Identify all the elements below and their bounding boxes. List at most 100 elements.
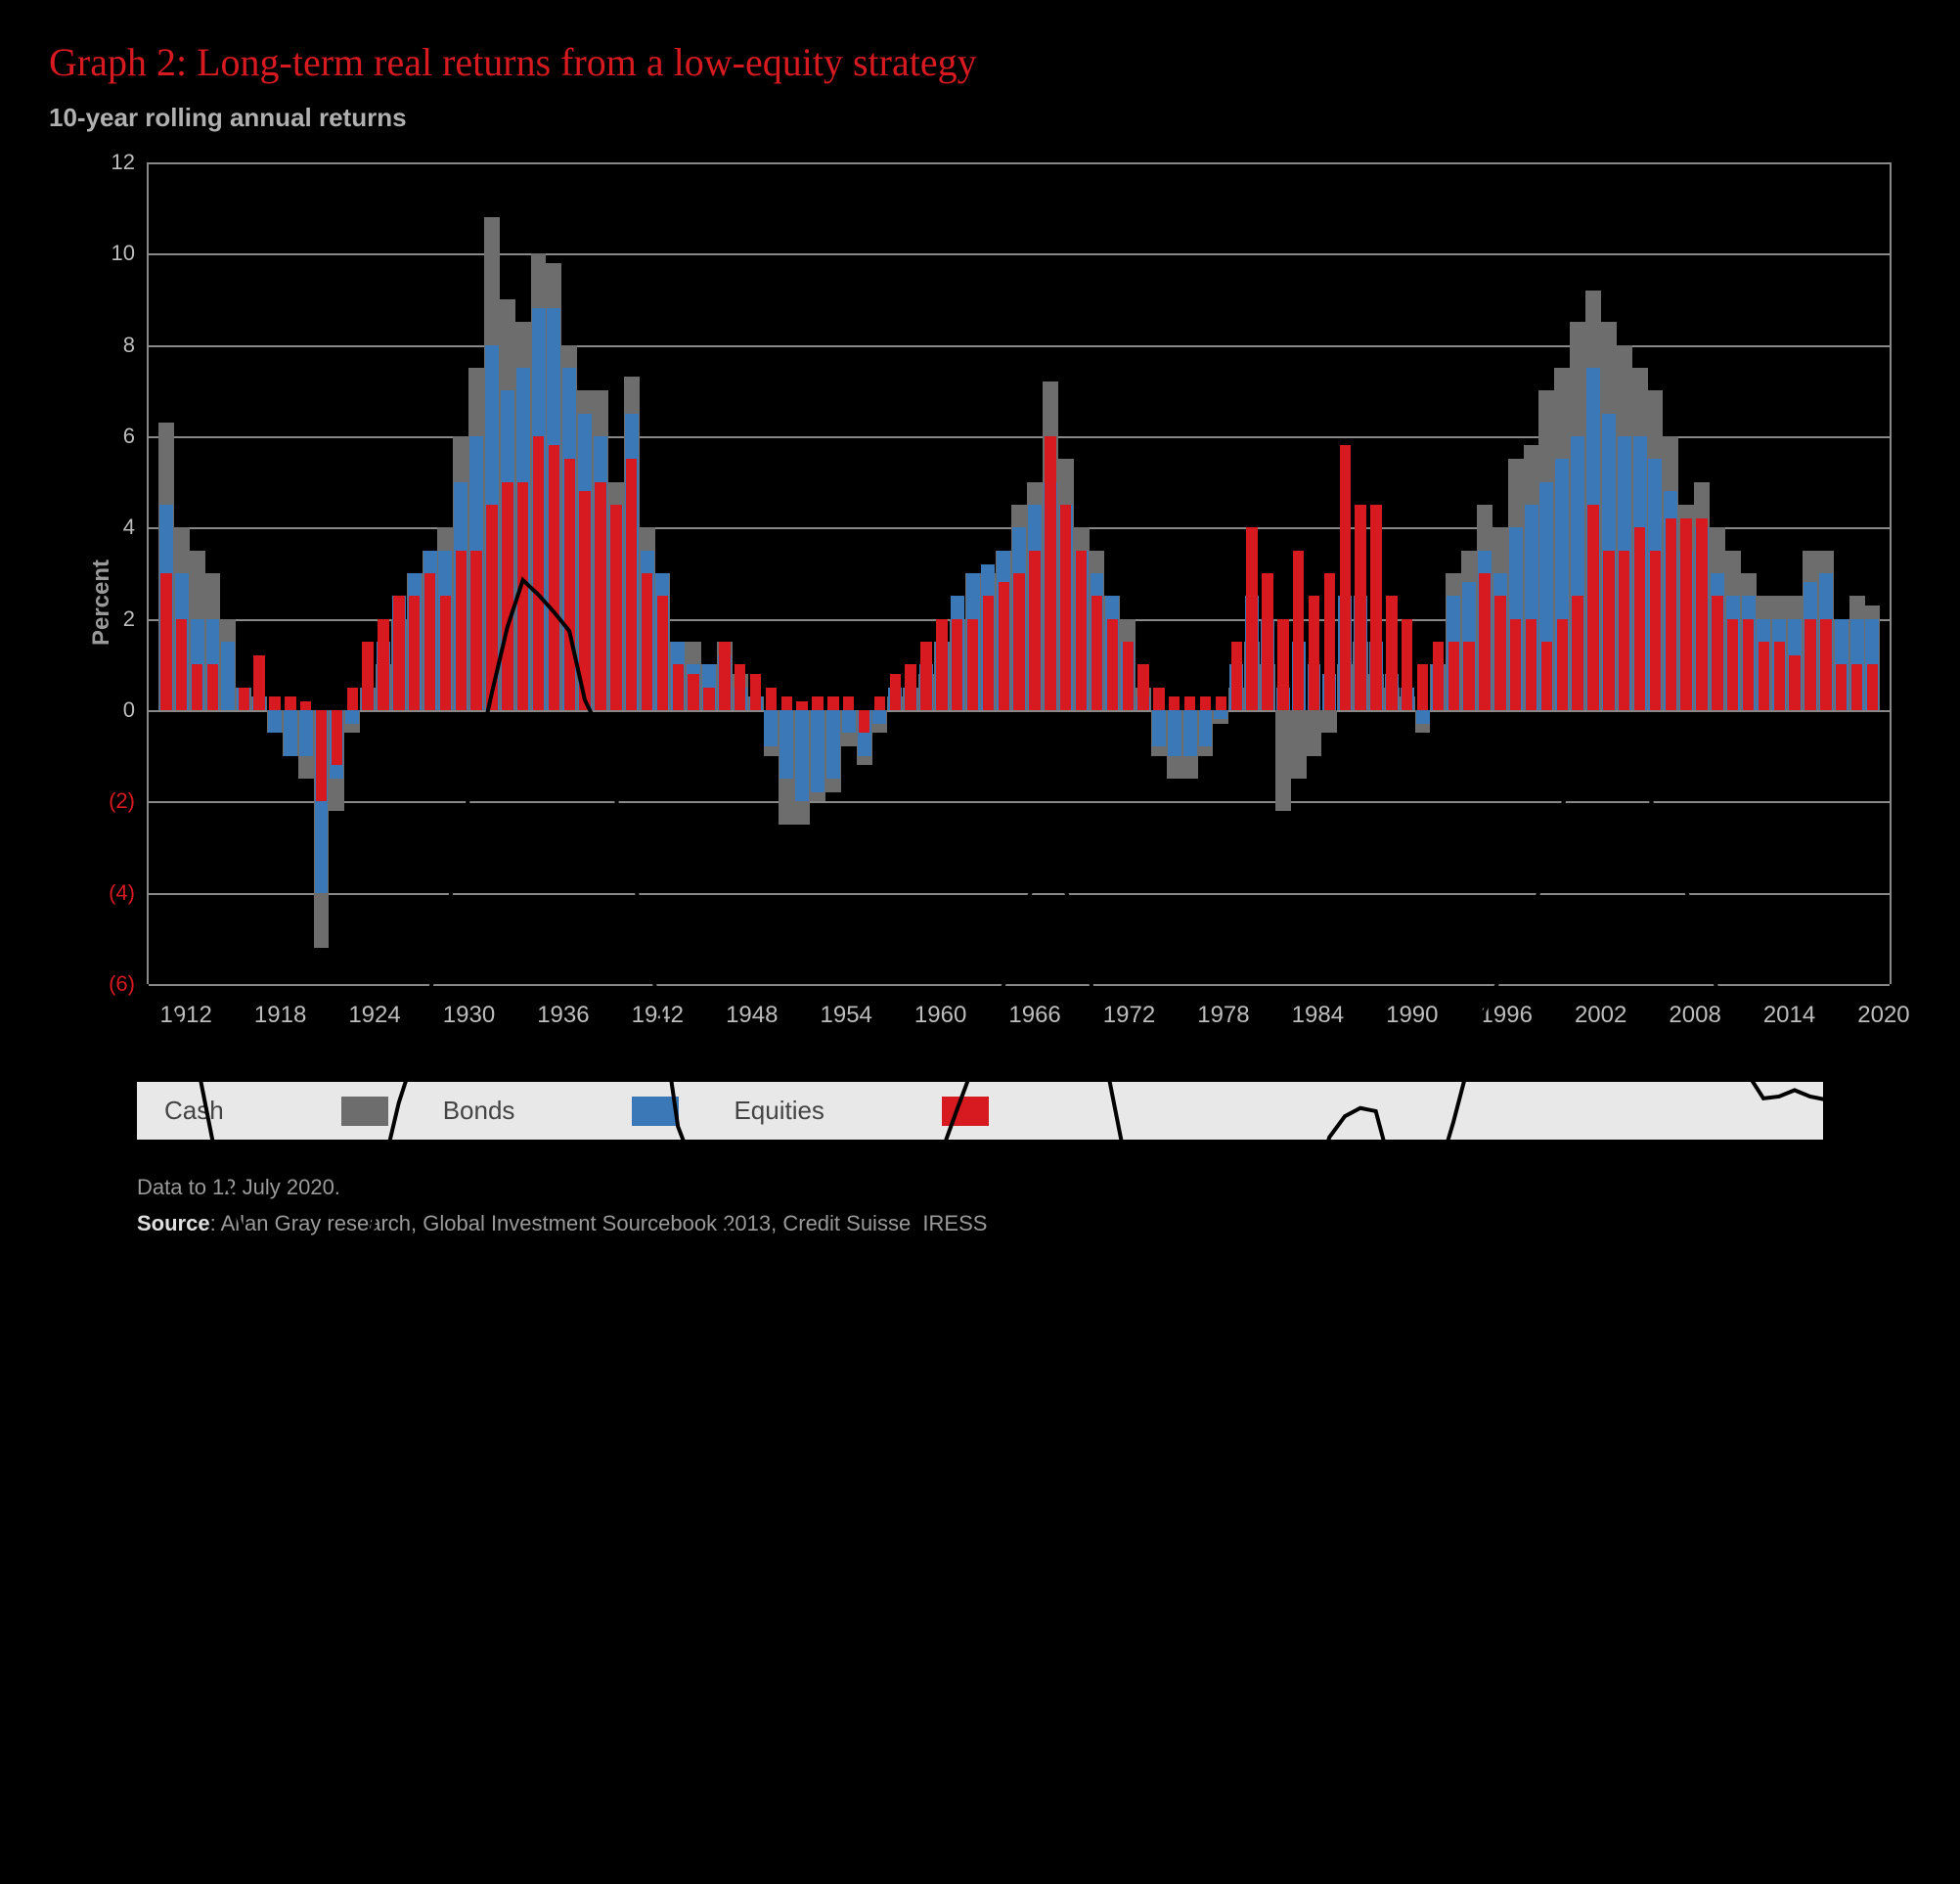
bar-equities bbox=[874, 696, 885, 710]
bar-equities bbox=[316, 710, 327, 801]
bar-equities bbox=[1634, 527, 1645, 710]
bar-equities bbox=[1091, 596, 1102, 710]
bar-equities bbox=[564, 459, 575, 710]
bar-group bbox=[1307, 162, 1322, 984]
bar-group bbox=[1757, 162, 1772, 984]
bar-group bbox=[1136, 162, 1151, 984]
y-tick-label: 12 bbox=[111, 150, 149, 175]
bar-equities bbox=[1572, 596, 1582, 710]
bar-group bbox=[1291, 162, 1307, 984]
x-tick-label: 1966 bbox=[1008, 1002, 1060, 1029]
bar-equities bbox=[1137, 664, 1148, 710]
bar-equities bbox=[1650, 551, 1661, 710]
bar-equities bbox=[409, 596, 420, 710]
legend-item: Cash bbox=[137, 1082, 416, 1140]
bar-group bbox=[670, 162, 686, 984]
bar-equities bbox=[859, 710, 869, 733]
bar-group bbox=[950, 162, 965, 984]
bar-group bbox=[236, 162, 251, 984]
bar-equities bbox=[502, 482, 512, 710]
x-tick-label: 1912 bbox=[159, 1002, 211, 1029]
bar-equities bbox=[1820, 619, 1831, 710]
bar-equities bbox=[533, 436, 544, 710]
bar-equities bbox=[1727, 619, 1738, 710]
bar-equities bbox=[285, 696, 295, 710]
bar-group bbox=[1585, 162, 1601, 984]
x-tick-label: 1936 bbox=[537, 1002, 589, 1029]
bar-equities bbox=[239, 688, 249, 710]
bar-group bbox=[251, 162, 267, 984]
bar-group bbox=[1182, 162, 1198, 984]
bar-equities bbox=[1340, 445, 1351, 710]
bar-group bbox=[1554, 162, 1570, 984]
legend-label: Bonds bbox=[443, 1096, 515, 1126]
bar-equities bbox=[1696, 518, 1707, 710]
bar-equities bbox=[1789, 655, 1800, 710]
bar-equities bbox=[1153, 688, 1164, 710]
bar-equities bbox=[610, 505, 621, 710]
bar-group bbox=[344, 162, 360, 984]
bar-group bbox=[748, 162, 764, 984]
bar-equities bbox=[1200, 696, 1211, 710]
bar-group bbox=[794, 162, 810, 984]
bar-equities bbox=[781, 696, 792, 710]
bar-equities bbox=[1309, 596, 1319, 710]
bar-group bbox=[329, 162, 344, 984]
bar-bonds bbox=[345, 710, 359, 724]
bars-layer bbox=[158, 162, 1880, 984]
y-tick-label: 4 bbox=[123, 515, 149, 540]
bar-group bbox=[1849, 162, 1865, 984]
x-tick-label: 2014 bbox=[1763, 1002, 1815, 1029]
bar-group bbox=[1353, 162, 1368, 984]
bar-equities bbox=[378, 619, 388, 710]
bar-equities bbox=[424, 573, 435, 710]
bar-equities bbox=[1231, 642, 1242, 710]
bar-equities bbox=[1370, 505, 1381, 710]
bar-equities bbox=[1324, 573, 1335, 710]
bar-equities bbox=[626, 459, 637, 710]
bar-group bbox=[1834, 162, 1849, 984]
bar-equities bbox=[1587, 505, 1598, 710]
bar-group bbox=[1400, 162, 1415, 984]
bar-equities bbox=[269, 696, 280, 710]
bar-group bbox=[577, 162, 593, 984]
bar-group bbox=[1648, 162, 1664, 984]
legend-item: Equities bbox=[706, 1082, 1016, 1140]
bar-equities bbox=[347, 688, 358, 710]
bar-equities bbox=[1867, 664, 1878, 710]
bar-equities bbox=[1277, 619, 1288, 710]
bar-equities bbox=[1169, 696, 1180, 710]
bar-equities bbox=[332, 710, 342, 765]
bar-equities bbox=[1619, 551, 1629, 710]
bar-equities bbox=[1541, 642, 1552, 710]
bar-group bbox=[1508, 162, 1524, 984]
bar-group bbox=[779, 162, 794, 984]
bar-equities bbox=[1417, 664, 1428, 710]
x-tick-label: 1948 bbox=[726, 1002, 778, 1029]
bar-cash bbox=[1275, 710, 1291, 811]
bar-group bbox=[1043, 162, 1058, 984]
bar-group bbox=[1632, 162, 1648, 984]
bar-bonds bbox=[1183, 710, 1197, 756]
bar-group bbox=[1570, 162, 1585, 984]
bar-equities bbox=[440, 596, 451, 710]
bar-group bbox=[174, 162, 190, 984]
bar-bonds bbox=[1199, 710, 1213, 746]
bar-equities bbox=[160, 573, 171, 710]
footnote-source: Source: Allan Gray research, Global Inve… bbox=[137, 1205, 1823, 1241]
bar-group bbox=[1477, 162, 1492, 984]
x-tick-label: 1924 bbox=[348, 1002, 400, 1029]
x-tick-label: 1978 bbox=[1197, 1002, 1249, 1029]
bar-equities bbox=[1759, 642, 1769, 710]
bar-equities bbox=[936, 619, 947, 710]
x-tick-label: 1972 bbox=[1103, 1002, 1155, 1029]
bar-group bbox=[314, 162, 330, 984]
bar-equities bbox=[735, 664, 745, 710]
bar-bonds bbox=[826, 710, 840, 779]
bar-equities bbox=[1045, 436, 1055, 710]
x-tick-label: 2002 bbox=[1575, 1002, 1626, 1029]
bar-group bbox=[360, 162, 376, 984]
bar-group bbox=[701, 162, 717, 984]
bar-group bbox=[1865, 162, 1881, 984]
bar-bonds bbox=[872, 710, 886, 724]
